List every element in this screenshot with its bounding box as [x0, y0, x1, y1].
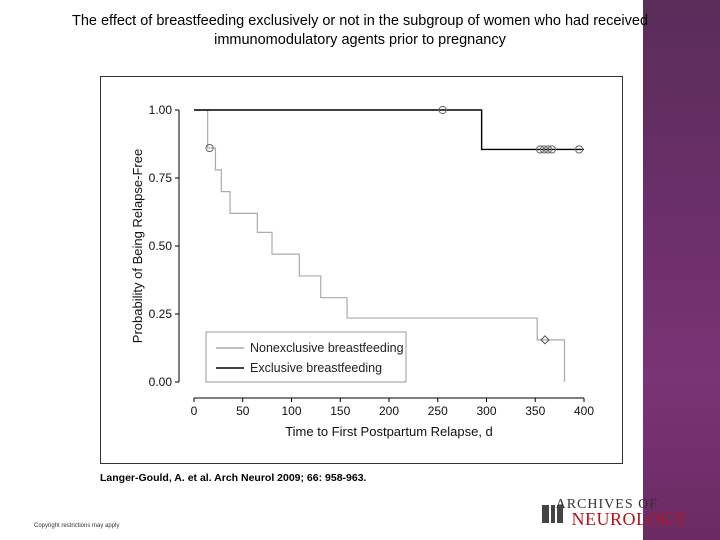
x-tick-label: 400 — [574, 404, 594, 418]
censor-marker-exclusive — [547, 145, 556, 154]
slide-title-line-1: The effect of breastfeeding exclusively … — [71, 13, 649, 29]
censor-marker-exclusive — [543, 145, 553, 154]
censor-marker-nonexclusive — [540, 335, 550, 345]
x-tick-label: 50 — [236, 404, 250, 418]
decorative-side-band — [643, 0, 720, 540]
censor-marker-exclusive — [536, 145, 545, 154]
y-tick-label: 0.75 — [149, 171, 173, 185]
censor-marker-exclusive — [539, 145, 549, 154]
logo-text-neurology: NEUROLOGY — [571, 509, 688, 529]
y-tick-label: 1.00 — [149, 103, 173, 117]
journal-logo: ARCHIVES OF NEUROLOGY — [540, 497, 690, 533]
chart-frame: 0.00 0.25 0.50 0.75 1.00 0 50 100 150 200 250 300 35… — [100, 76, 623, 464]
y-axis-title: Probability of Being Relapse-Free — [130, 149, 145, 343]
logo-text-archives: ARCHIVES OF — [555, 497, 658, 512]
journal-logo-mark-icon — [542, 505, 563, 523]
x-tick-label: 200 — [379, 404, 399, 418]
legend-label: Exclusive breastfeeding — [250, 361, 382, 375]
slide-title-line-2: immunomodulatory agents prior to pregnan… — [214, 32, 506, 48]
x-tick-label: 350 — [525, 404, 545, 418]
copyright-notice: Copyright restrictions may apply — [34, 523, 120, 529]
series-line-nonexclusive — [194, 109, 566, 382]
series-line-exclusive — [194, 109, 584, 151]
kaplan-meier-chart: 0.00 0.25 0.50 0.75 1.00 0 50 100 150 200 250 300 35… — [130, 103, 594, 439]
censor-marker-exclusive — [575, 145, 584, 154]
censor-marker-nonexclusive — [205, 143, 214, 153]
x-axis-title: Time to First Postpartum Relapse, d — [285, 424, 493, 439]
x-tick-label: 300 — [476, 404, 496, 418]
x-tick-label: 150 — [330, 404, 350, 418]
y-tick-label: 0.50 — [149, 239, 173, 253]
x-tick-label: 100 — [281, 404, 301, 418]
x-tick-label: 250 — [428, 404, 448, 418]
legend-label: Nonexclusive breastfeeding — [250, 341, 404, 355]
citation: Langer-Gould, A. et al. Arch Neurol 2009… — [100, 472, 367, 484]
legend-box — [205, 331, 407, 383]
x-tick-label: 0 — [191, 404, 198, 418]
y-tick-label: 0.25 — [149, 307, 173, 321]
censor-marker-exclusive — [438, 105, 447, 115]
slide-title: The effect of breastfeeding exclusively … — [20, 12, 700, 50]
y-tick-label: 0.00 — [149, 375, 173, 389]
